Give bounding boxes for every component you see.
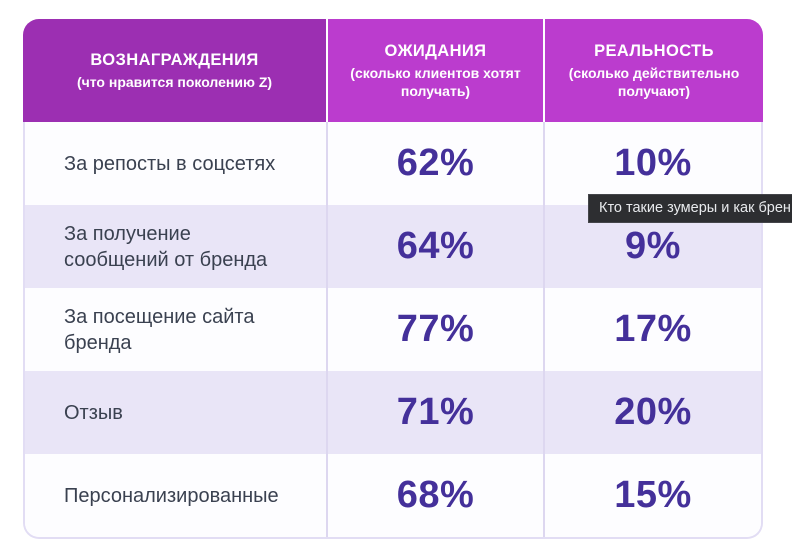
column-title: РЕАЛЬНОСТЬ [594,41,714,60]
expectation-value-cell: 68% [326,454,543,537]
reality-value-cell: 9% [543,205,761,288]
expectation-value-cell: 62% [326,122,543,205]
reality-value: 15% [614,474,692,516]
table-row: За репосты в соцсетях 62% 10% [25,122,761,205]
expectation-value: 64% [396,225,475,267]
expectation-value: 68% [396,474,475,516]
reality-value-cell: 20% [543,371,761,454]
table-body: За репосты в соцсетях 62% 10% За получение … [23,122,763,539]
reality-value: 20% [614,391,692,433]
column-subtitle: (сколько клиентов хотят получать) [350,65,521,100]
browser-link-tooltip: Кто такие зумеры и как брен [588,194,792,223]
table-header-row: ВОЗНАГРАЖДЕНИЯ (что нравится поколению Z… [23,19,763,122]
column-title: ОЖИДАНИЯ [384,41,487,60]
column-title: ВОЗНАГРАЖДЕНИЯ [90,50,259,69]
column-subtitle: (что нравится поколению Z) [76,74,273,91]
reward-label-cell: За получение сообщений от бренда [25,205,326,288]
reward-label: За репосты в соцсетях [64,152,276,175]
reality-value: 10% [614,142,692,184]
reality-value: 9% [625,225,681,267]
expectation-value: 77% [396,308,475,350]
reward-label-cell: Отзыв [25,371,326,454]
expectation-value-cell: 64% [326,205,543,288]
table-row: За посещение сайта бренда 77% 17% [25,288,761,371]
expectation-value: 71% [396,391,475,433]
reward-label: За посещение сайта бренда [64,305,255,354]
column-header-expectations: ОЖИДАНИЯ (сколько клиентов хотят получат… [326,19,543,122]
column-header-rewards: ВОЗНАГРАЖДЕНИЯ (что нравится поколению Z… [23,19,326,122]
reality-value: 17% [614,308,692,350]
reality-value-cell: 15% [543,454,761,537]
column-header-reality: РЕАЛЬНОСТЬ (сколько действительно получа… [543,19,763,122]
reward-label-cell: За репосты в соцсетях [25,122,326,205]
reward-label: За получение сообщений от бренда [64,222,268,271]
column-subtitle: (сколько действительно получают) [568,65,740,100]
reward-label-cell: Персонализированные [25,454,326,537]
table-row: Отзыв 71% 20% [25,371,761,454]
expectation-value: 62% [396,142,475,184]
expectation-value-cell: 77% [326,288,543,371]
reality-value-cell: 17% [543,288,761,371]
reward-label: Отзыв [64,401,123,424]
rewards-comparison-table: ВОЗНАГРАЖДЕНИЯ (что нравится поколению Z… [23,19,763,539]
reward-label-cell: За посещение сайта бренда [25,288,326,371]
table-row: Персонализированные 68% 15% [25,454,761,537]
reward-label: Персонализированные [64,484,279,507]
reality-value-cell: 10% [543,122,761,205]
expectation-value-cell: 71% [326,371,543,454]
